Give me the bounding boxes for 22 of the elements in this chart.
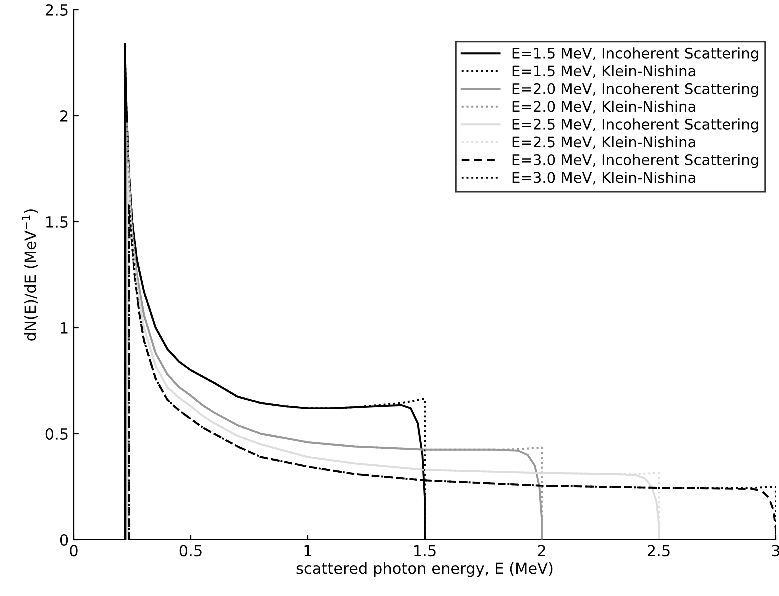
y-tick-label: 1 [61,322,68,334]
x-tick-label: 1 [304,545,312,556]
y-tick-label: 2 [60,110,68,122]
x-axis-title: scattered photon energy, E (MeV) [296,562,553,578]
legend-label: E=2.5 MeV, Klein-Nishina [512,136,696,150]
legend-label: E=2.0 MeV, Klein-Nishina [512,100,696,114]
x-tick-label: 1.5 [414,545,436,557]
y-axis-title: dN(E)/dE (MeV$^{−1}$) [22,210,38,341]
y-tick-label: 0.5 [46,428,68,440]
legend-label: E=2.0 MeV, Incoherent Scattering [512,83,758,98]
legend-label: E=3.0 MeV, Klein-Nishina [512,172,696,185]
y-tick-label: 0 [60,534,68,546]
legend-label: E=1.5 MeV, Klein-Nishina [512,65,696,78]
x-tick-label: 0 [70,545,78,557]
legend-label: E=1.5 MeV, Incoherent Scattering [512,48,758,62]
legend-label: E=2.5 MeV, Incoherent Scattering [512,118,758,133]
y-tick-label: 1.5 [46,216,68,228]
legend-label: E=3.0 MeV, Incoherent Scattering [512,154,758,168]
x-tick-label: 2.5 [648,545,670,557]
x-tick-label: 0.5 [180,545,202,557]
y-tick-label: 2.5 [46,4,68,16]
x-tick-label: 2 [538,545,546,556]
